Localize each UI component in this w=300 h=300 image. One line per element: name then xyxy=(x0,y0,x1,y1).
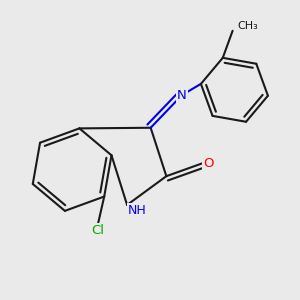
Text: NH: NH xyxy=(128,204,147,217)
Text: O: O xyxy=(203,157,214,169)
Text: Cl: Cl xyxy=(91,224,104,237)
Text: CH₃: CH₃ xyxy=(238,20,259,31)
Text: N: N xyxy=(177,88,187,101)
